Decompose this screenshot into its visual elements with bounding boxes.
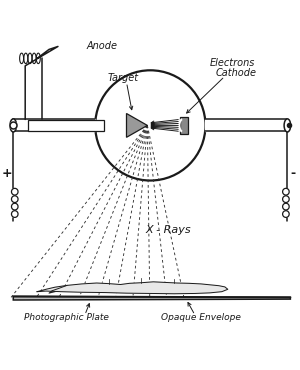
Ellipse shape [10, 119, 16, 132]
Text: X - Rays: X - Rays [146, 225, 191, 235]
Bar [28, 120, 104, 131]
Text: +: + [2, 166, 13, 179]
Polygon shape [13, 296, 290, 300]
Polygon shape [37, 282, 228, 294]
Text: Electrons: Electrons [210, 58, 255, 68]
Text: -: - [291, 166, 296, 179]
Bar [180, 117, 188, 134]
Circle shape [95, 70, 206, 181]
Text: Photographic Plate: Photographic Plate [25, 313, 109, 322]
Text: Cathode: Cathode [216, 68, 257, 78]
Polygon shape [127, 114, 147, 137]
Text: Opaque Envelope: Opaque Envelope [161, 313, 241, 322]
Ellipse shape [284, 119, 291, 132]
Text: Anode: Anode [86, 41, 117, 51]
Text: Target: Target [108, 73, 139, 83]
